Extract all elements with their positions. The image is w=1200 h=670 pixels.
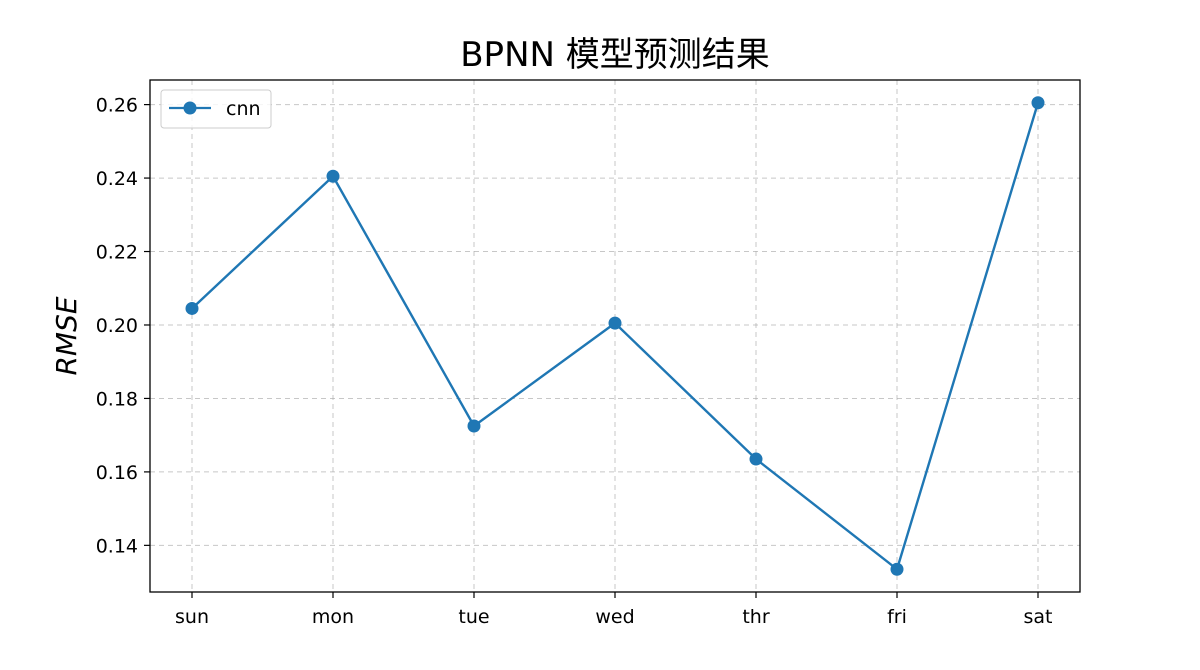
legend-label-cnn: cnn xyxy=(226,98,261,120)
y-tick-label: 0.26 xyxy=(96,95,138,117)
grid xyxy=(150,80,1080,592)
data-point xyxy=(890,562,904,576)
y-tick-label: 0.22 xyxy=(96,242,138,264)
chart-title: BPNN 模型预测结果 xyxy=(460,35,770,75)
data-point xyxy=(749,452,763,466)
legend-point-marker xyxy=(183,101,197,115)
x-tick-label: wed xyxy=(595,606,634,628)
y-axis-label: RMSE xyxy=(50,296,83,375)
ticks: sun mon tue wed thr fri sat 0.14 0.16 0.18 0.20 0.2… xyxy=(96,95,1053,628)
y-tick-label: 0.24 xyxy=(96,168,138,190)
x-tick-label: fri xyxy=(887,606,907,628)
series-layer xyxy=(185,96,1045,576)
x-tick-label: sat xyxy=(1024,606,1053,628)
data-point xyxy=(1031,96,1045,110)
data-point xyxy=(608,316,622,330)
data-point xyxy=(467,419,481,433)
y-tick-label: 0.16 xyxy=(96,462,138,484)
x-tick-label: mon xyxy=(312,606,354,628)
data-point xyxy=(185,301,199,315)
data-point xyxy=(326,169,340,183)
y-tick-label: 0.18 xyxy=(96,388,138,410)
y-tick-label: 0.14 xyxy=(96,535,138,557)
x-tick-label: thr xyxy=(742,606,769,628)
x-tick-label: tue xyxy=(458,606,489,628)
x-tick-label: sun xyxy=(175,606,209,628)
legend: cnn xyxy=(160,89,272,129)
y-tick-label: 0.20 xyxy=(96,315,138,337)
legend-box xyxy=(160,89,272,129)
